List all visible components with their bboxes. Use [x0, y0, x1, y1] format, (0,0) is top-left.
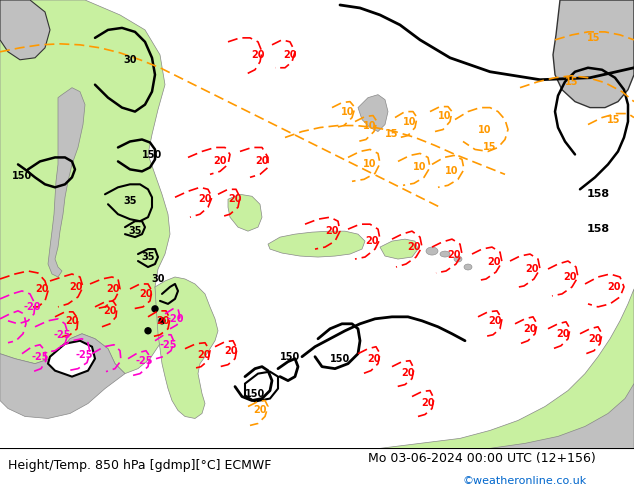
Text: 10: 10: [413, 162, 427, 172]
Polygon shape: [0, 0, 50, 60]
Text: ©weatheronline.co.uk: ©weatheronline.co.uk: [463, 476, 587, 486]
Text: 20: 20: [139, 289, 153, 299]
Text: 35: 35: [123, 196, 137, 206]
Text: 20: 20: [325, 226, 339, 236]
Text: 15: 15: [385, 128, 399, 139]
Text: 20: 20: [253, 406, 267, 416]
Text: 150: 150: [280, 352, 300, 362]
Text: 158: 158: [586, 189, 609, 199]
Text: 10: 10: [363, 121, 377, 130]
Polygon shape: [48, 88, 85, 277]
Circle shape: [152, 306, 158, 312]
Text: 150: 150: [330, 354, 350, 364]
Text: 10: 10: [445, 167, 459, 176]
Text: 10: 10: [341, 107, 355, 117]
Text: 10: 10: [403, 117, 417, 126]
Text: 20: 20: [401, 368, 415, 378]
Text: 150: 150: [245, 389, 265, 398]
Text: 10: 10: [438, 111, 452, 121]
Text: 15: 15: [587, 33, 601, 43]
Text: 15: 15: [483, 143, 497, 152]
Polygon shape: [553, 0, 634, 108]
Text: -20: -20: [166, 314, 184, 324]
Text: 15: 15: [607, 115, 621, 124]
Polygon shape: [0, 0, 170, 373]
Text: -25: -25: [75, 350, 93, 360]
Text: 10: 10: [363, 159, 377, 170]
Text: 20: 20: [213, 156, 227, 167]
Text: -25: -25: [135, 356, 153, 366]
Polygon shape: [155, 277, 218, 418]
Text: 20: 20: [197, 350, 210, 360]
Polygon shape: [268, 231, 365, 257]
Ellipse shape: [440, 251, 450, 257]
Text: 20: 20: [588, 334, 602, 344]
Text: -20: -20: [23, 302, 41, 312]
Text: 158: 158: [586, 224, 609, 234]
Polygon shape: [380, 239, 418, 259]
Text: 20: 20: [367, 354, 381, 364]
Polygon shape: [245, 371, 278, 401]
Text: 20: 20: [607, 282, 621, 292]
Polygon shape: [48, 341, 95, 377]
Text: 20: 20: [103, 306, 117, 316]
Polygon shape: [0, 334, 125, 418]
Text: 10: 10: [478, 124, 492, 135]
Ellipse shape: [426, 247, 438, 255]
Text: 35: 35: [141, 252, 155, 262]
Text: 20: 20: [525, 264, 539, 274]
Text: 150: 150: [142, 150, 162, 160]
Text: 30: 30: [123, 55, 137, 65]
Text: 20: 20: [156, 316, 170, 326]
Text: 35: 35: [128, 226, 142, 236]
Ellipse shape: [464, 264, 472, 270]
Text: -25: -25: [159, 340, 177, 350]
Text: Mo 03-06-2024 00:00 UTC (12+156): Mo 03-06-2024 00:00 UTC (12+156): [368, 452, 595, 466]
Circle shape: [159, 318, 165, 324]
Text: 20: 20: [107, 284, 120, 294]
Text: Height/Temp. 850 hPa [gdmp][°C] ECMWF: Height/Temp. 850 hPa [gdmp][°C] ECMWF: [8, 459, 271, 471]
Text: 20: 20: [563, 272, 577, 282]
Text: 20: 20: [36, 284, 49, 294]
Polygon shape: [490, 384, 634, 448]
Text: 20: 20: [283, 50, 297, 60]
Text: 20: 20: [421, 397, 435, 408]
Text: 20: 20: [488, 316, 501, 326]
Text: 20: 20: [224, 346, 238, 356]
Polygon shape: [358, 95, 388, 131]
Text: 30: 30: [152, 274, 165, 284]
Text: 20: 20: [256, 156, 269, 167]
Text: 20: 20: [228, 194, 242, 204]
Text: 20: 20: [251, 50, 265, 60]
Text: 150: 150: [12, 172, 32, 181]
Text: 20: 20: [447, 250, 461, 260]
Text: 20: 20: [523, 324, 537, 334]
Text: 20: 20: [198, 194, 212, 204]
Text: -25: -25: [53, 330, 71, 340]
Circle shape: [145, 328, 151, 334]
Text: 20: 20: [556, 329, 570, 339]
Text: 20: 20: [365, 236, 378, 246]
Polygon shape: [380, 289, 634, 448]
Polygon shape: [228, 194, 262, 231]
Text: 20: 20: [488, 257, 501, 267]
Text: 20: 20: [407, 242, 421, 252]
Text: 15: 15: [566, 77, 579, 87]
Text: 20: 20: [69, 282, 83, 292]
Text: 20: 20: [65, 316, 79, 326]
Ellipse shape: [454, 256, 462, 262]
Text: -25: -25: [31, 352, 49, 362]
